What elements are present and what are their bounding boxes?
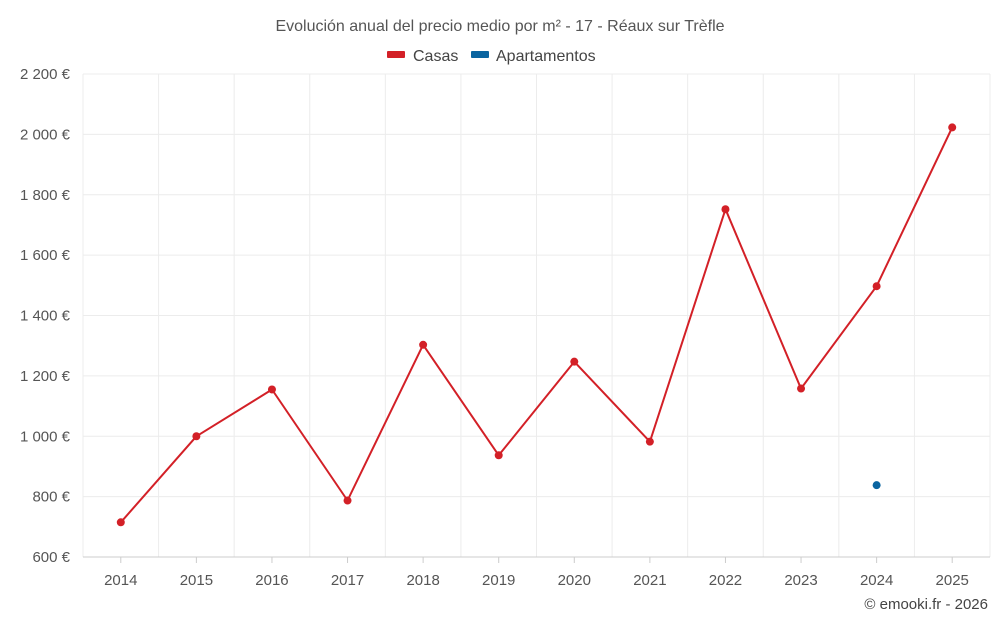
legend-item-casas[interactable]: Casas: [387, 48, 458, 65]
data-point-casas-2019[interactable]: [494, 451, 503, 460]
series: [116, 123, 957, 527]
data-point-apartamentos-2024[interactable]: [872, 481, 881, 490]
data-point-casas-2021[interactable]: [645, 437, 654, 446]
legend-swatch-apartamentos: [471, 51, 489, 58]
data-point-casas-2022[interactable]: [721, 205, 730, 214]
grid: [82, 73, 991, 557]
x-tick-label: 2016: [255, 572, 288, 589]
legend: Casas Apartamentos: [387, 48, 596, 65]
legend-item-apartamentos[interactable]: Apartamentos: [471, 48, 596, 65]
data-point-casas-2023[interactable]: [797, 384, 806, 393]
y-tick-label: 2 000 €: [20, 126, 71, 143]
x-tick-label: 2021: [633, 572, 666, 589]
x-tick-label: 2023: [784, 572, 817, 589]
y-tick-label: 800 €: [32, 489, 70, 506]
y-tick-label: 1 800 €: [20, 187, 71, 204]
x-tick-label: 2020: [558, 572, 591, 589]
y-tick-label: 1 400 €: [20, 308, 71, 325]
data-point-casas-2018[interactable]: [419, 340, 428, 349]
x-tick-label: 2018: [406, 572, 439, 589]
axes: 600 € 800 € 1 000 € 1 200 € 1 400 € 1 600 € 1 …: [20, 66, 990, 589]
data-point-casas-2020[interactable]: [570, 357, 579, 366]
legend-swatch-casas: [387, 51, 405, 58]
legend-label-apartamentos: Apartamentos: [496, 48, 596, 65]
data-point-casas-2015[interactable]: [192, 432, 201, 441]
x-tick-label: 2022: [709, 572, 742, 589]
data-point-casas-2024[interactable]: [872, 282, 881, 291]
x-tick-label: 2019: [482, 572, 515, 589]
y-tick-label: 1 200 €: [20, 368, 71, 385]
data-point-casas-2014[interactable]: [116, 518, 125, 527]
x-tick-label: 2015: [180, 572, 213, 589]
data-point-casas-2017[interactable]: [343, 496, 352, 505]
data-point-casas-2016[interactable]: [267, 385, 276, 394]
x-tick-label: 2024: [860, 572, 893, 589]
y-tick-label: 600 €: [32, 549, 70, 566]
x-tick-label: 2025: [936, 572, 969, 589]
credit-text: © emooki.fr - 2026: [864, 596, 988, 613]
y-tick-label: 2 200 €: [20, 66, 71, 83]
legend-label-casas: Casas: [413, 48, 458, 65]
series-line-casas: [120, 126, 954, 523]
x-tick-label: 2017: [331, 572, 364, 589]
y-tick-label: 1 600 €: [20, 247, 71, 264]
y-tick-label: 1 000 €: [20, 428, 71, 445]
x-tick-label: 2014: [104, 572, 137, 589]
data-point-casas-2025[interactable]: [948, 123, 957, 132]
chart-title: Evolución anual del precio medio por m² …: [275, 18, 724, 35]
